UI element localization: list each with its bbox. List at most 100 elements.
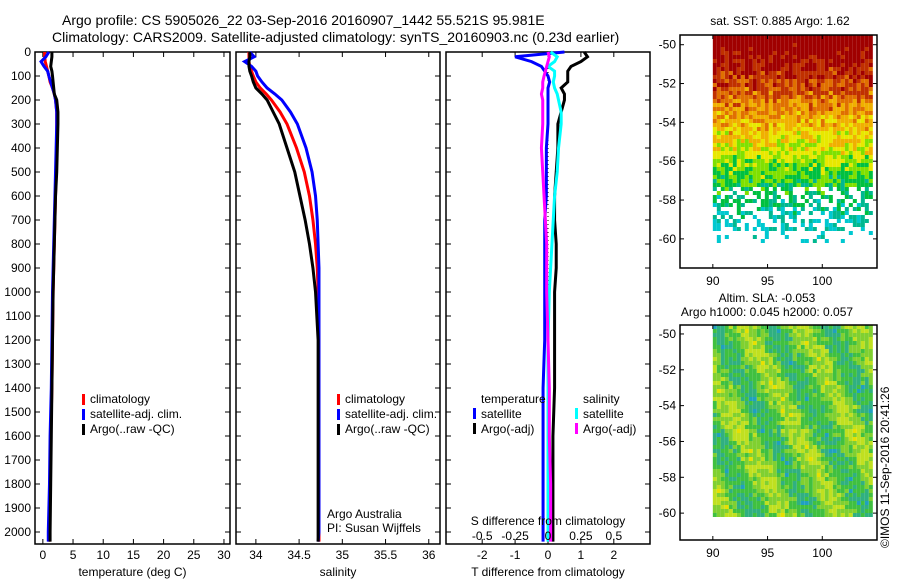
- sst-cell: [772, 163, 777, 167]
- sst-cell: [828, 51, 833, 55]
- sla-cell: [720, 405, 725, 409]
- sla-cell: [792, 385, 797, 389]
- sla-cell: [812, 405, 817, 409]
- sla-cell: [728, 389, 733, 393]
- sst-cell: [856, 179, 861, 183]
- sla-cell: [800, 401, 805, 405]
- sla-cell: [804, 365, 809, 369]
- sla-cell: [776, 325, 781, 329]
- sst-cell: [860, 171, 865, 175]
- sst-cell: [832, 227, 837, 231]
- sla-cell: [724, 409, 729, 413]
- sst-cell: [776, 159, 781, 163]
- sla-cell: [772, 493, 777, 497]
- sst-cell: [800, 79, 805, 83]
- legend-label: Argo(-adj): [583, 422, 636, 436]
- sst-cell: [868, 75, 873, 79]
- sla-cell: [836, 365, 841, 369]
- sst-cell: [764, 131, 769, 135]
- sla-cell: [868, 373, 873, 377]
- sla-cell: [864, 349, 869, 353]
- sst-cell: [760, 91, 765, 95]
- sst-cell: [852, 67, 857, 71]
- sla-cell: [740, 453, 745, 457]
- sst-cell: [788, 103, 793, 107]
- sst-cell: [776, 155, 781, 159]
- sla-cell: [788, 385, 793, 389]
- sla-cell: [824, 397, 829, 401]
- sst-cell: [720, 35, 725, 39]
- sla-cell: [732, 445, 737, 449]
- sla-cell: [792, 341, 797, 345]
- sla-cell: [840, 441, 845, 445]
- sla-cell: [792, 433, 797, 437]
- sst-cell: [852, 91, 857, 95]
- sla-cell: [856, 409, 861, 413]
- sla-cell: [860, 513, 865, 517]
- sst-cell: [764, 155, 769, 159]
- sst-cell: [764, 115, 769, 119]
- sst-cell: [792, 127, 797, 131]
- sst-map-panel: sat. SST: 0.885 Argo: 1.62-50-52-54-56-5…: [659, 14, 878, 288]
- sla-cell: [720, 469, 725, 473]
- sst-cell: [792, 139, 797, 143]
- sla-cell: [840, 369, 845, 373]
- sst-cell: [852, 95, 857, 99]
- sla-cell: [740, 441, 745, 445]
- sst-cell: [732, 51, 737, 55]
- sla-cell: [816, 325, 821, 329]
- sla-cell: [724, 457, 729, 461]
- sla-cell: [856, 457, 861, 461]
- sst-cell: [736, 179, 741, 183]
- sst-cell: [832, 175, 837, 179]
- sla-cell: [840, 401, 845, 405]
- sst-cell: [800, 143, 805, 147]
- sla-cell: [724, 397, 729, 401]
- sst-cell: [744, 55, 749, 59]
- sst-cell: [836, 207, 841, 211]
- sla-cell: [768, 337, 773, 341]
- sst-cell: [856, 115, 861, 119]
- sst-cell: [820, 123, 825, 127]
- sst-cell: [860, 127, 865, 131]
- sla-cell: [776, 349, 781, 353]
- sla-cell: [756, 473, 761, 477]
- sla-cell: [756, 489, 761, 493]
- sst-cell: [808, 155, 813, 159]
- sla-cell: [840, 433, 845, 437]
- sst-cell: [812, 87, 817, 91]
- sla-cell: [788, 389, 793, 393]
- sst-cell: [860, 67, 865, 71]
- sla-cell: [720, 425, 725, 429]
- sla-cell: [748, 341, 753, 345]
- sla-cell: [724, 513, 729, 517]
- sla-cell: [732, 341, 737, 345]
- sla-cell: [764, 501, 769, 505]
- sst-cell: [712, 171, 717, 175]
- sla-cell: [824, 425, 829, 429]
- sst-cell: [868, 127, 873, 131]
- sla-cell: [852, 445, 857, 449]
- sla-cell: [792, 485, 797, 489]
- sla-cell: [772, 457, 777, 461]
- sla-cell: [812, 473, 817, 477]
- sla-cell: [796, 425, 801, 429]
- sst-cell: [788, 135, 793, 139]
- sst-cell: [784, 167, 789, 171]
- sla-cell: [824, 361, 829, 365]
- sla-cell: [820, 509, 825, 513]
- sst-cell: [728, 39, 733, 43]
- sla-cell: [748, 465, 753, 469]
- sla-cell: [800, 461, 805, 465]
- sst-cell: [752, 35, 757, 39]
- sla-cell: [772, 353, 777, 357]
- sst-cell: [716, 75, 721, 79]
- sst-cell: [808, 171, 813, 175]
- sla-cell: [744, 385, 749, 389]
- sla-cell: [740, 345, 745, 349]
- sst-cell: [800, 179, 805, 183]
- sst-cell: [772, 127, 777, 131]
- sst-cell: [824, 127, 829, 131]
- sla-cell: [860, 361, 865, 365]
- sla-cell: [792, 461, 797, 465]
